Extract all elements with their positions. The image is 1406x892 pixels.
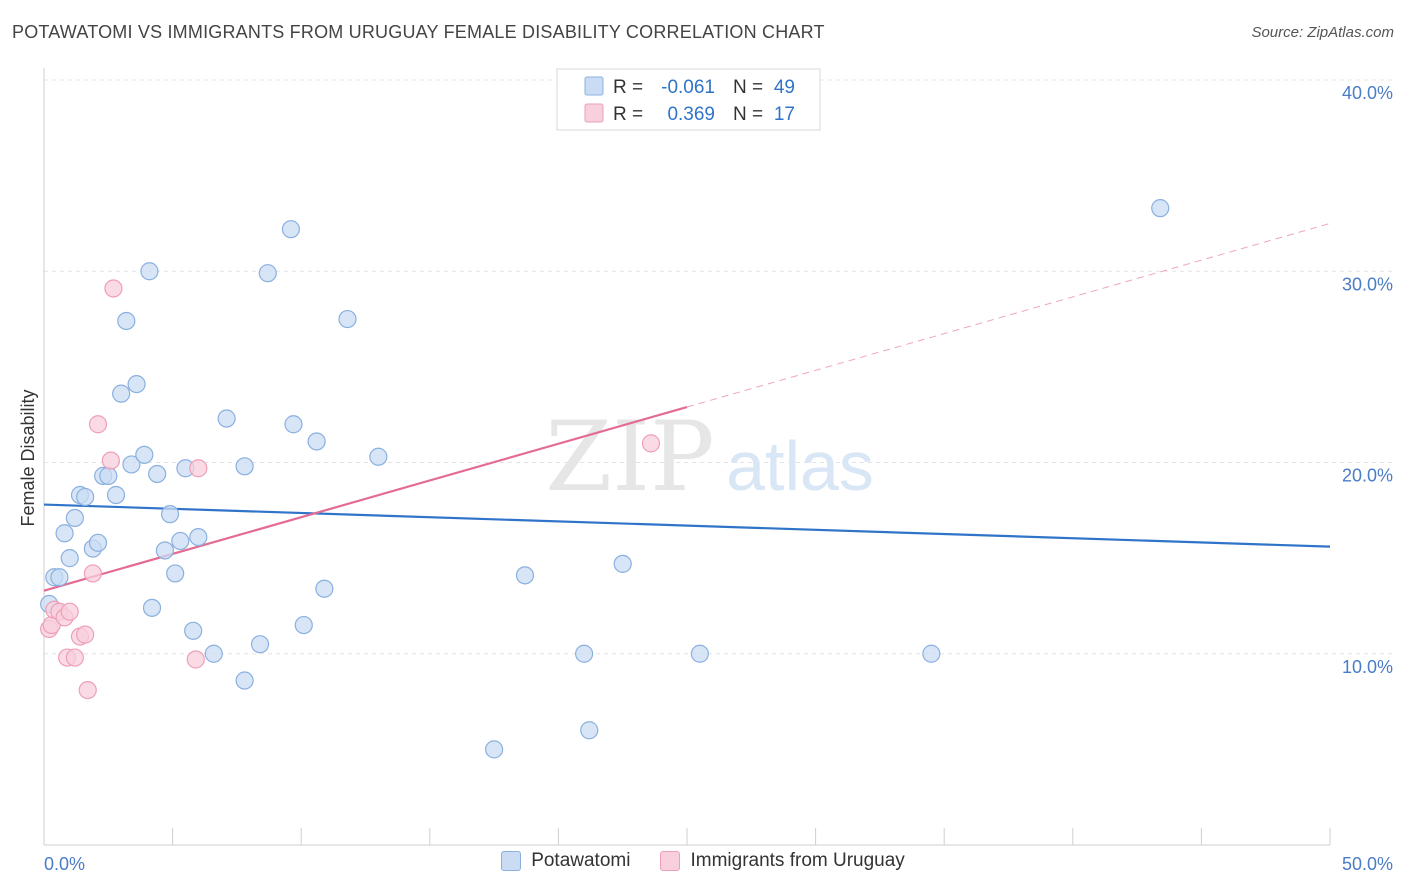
y-tick-label: 10.0% <box>1342 657 1393 677</box>
data-point-blue <box>613 554 632 573</box>
data-point-blue <box>515 566 535 585</box>
data-point-blue <box>76 487 95 507</box>
y-tick-label: 30.0% <box>1342 274 1393 294</box>
data-point-blue <box>258 264 277 283</box>
legend-r-label-blue: R = <box>613 77 643 98</box>
data-point-blue <box>140 262 159 281</box>
y-tick-label: 40.0% <box>1342 83 1393 103</box>
data-point-blue <box>55 524 74 543</box>
x-tick-label-max: 50.0% <box>1342 854 1393 874</box>
data-point-blue <box>217 409 236 428</box>
data-point-pink <box>65 648 84 667</box>
legend-swatch-pink <box>584 103 604 123</box>
data-point-pink <box>76 625 95 644</box>
watermark: ZIP atlas <box>545 401 874 513</box>
data-point-blue <box>485 740 504 759</box>
data-point-blue <box>171 531 190 551</box>
trend-line-extension-pink <box>686 222 1331 408</box>
data-point-blue <box>575 644 594 663</box>
chart-title: POTAWATOMI VS IMMIGRANTS FROM URUGUAY FE… <box>12 22 825 42</box>
watermark-zip: ZIP <box>545 401 714 513</box>
data-point-pink <box>189 459 208 478</box>
data-point-pink <box>641 434 661 453</box>
legend-n-value-blue: 49 <box>774 77 795 98</box>
data-point-pink <box>60 602 79 621</box>
data-point-blue <box>284 415 303 434</box>
data-point-blue <box>281 220 301 239</box>
data-point-blue <box>142 598 162 617</box>
watermark-atlas: atlas <box>726 427 874 505</box>
y-axis-label: Female Disability <box>18 389 38 526</box>
data-point-blue <box>65 508 84 528</box>
legend-label-potawatomi: Potawatomi <box>531 850 631 871</box>
legend-n-label-blue: N = <box>733 77 763 98</box>
legend-item-potawatomi[interactable]: Potawatomi <box>501 850 630 872</box>
data-point-pink <box>101 451 120 470</box>
data-point-blue <box>294 615 313 635</box>
data-point-blue <box>1151 199 1170 218</box>
data-point-blue <box>135 445 154 464</box>
data-point-blue <box>148 464 167 484</box>
data-point-pink <box>78 680 97 700</box>
trend-lines <box>43 222 1331 592</box>
legend-item-uruguay[interactable]: Immigrants from Uruguay <box>660 850 905 872</box>
data-point-blue <box>112 384 131 403</box>
data-point-blue <box>166 564 185 583</box>
legend-swatch-blue <box>584 76 604 96</box>
data-point-pink <box>83 564 102 583</box>
series-legend: Potawatomi Immigrants from Uruguay <box>0 850 1406 872</box>
data-point-pink <box>104 279 123 298</box>
data-point-blue <box>117 311 136 331</box>
legend-r-value-pink: 0.369 <box>667 104 715 125</box>
data-point-pink <box>186 650 205 669</box>
y-tick-labels: 10.0% 20.0% 30.0% 40.0% <box>1342 83 1393 677</box>
data-point-blue <box>922 644 941 663</box>
data-point-blue <box>127 374 146 394</box>
data-point-blue <box>307 432 326 451</box>
data-point-pink <box>88 415 108 434</box>
data-point-blue <box>338 309 357 329</box>
data-points <box>40 199 1170 759</box>
data-point-blue <box>369 447 388 466</box>
data-point-blue <box>580 721 599 740</box>
data-point-blue <box>160 505 180 524</box>
legend-swatch-potawatomi <box>501 851 522 871</box>
data-point-blue <box>106 485 126 505</box>
data-point-blue <box>99 466 118 485</box>
gridlines <box>44 79 1392 655</box>
legend-swatch-uruguay <box>660 851 681 871</box>
legend-n-value-pink: 17 <box>774 104 795 125</box>
trend-line-pink <box>43 405 688 592</box>
y-tick-label: 20.0% <box>1342 466 1393 486</box>
data-point-blue <box>184 621 203 640</box>
data-point-blue <box>315 579 334 598</box>
x-tick-label-min: 0.0% <box>44 854 85 874</box>
data-point-blue <box>50 568 69 587</box>
legend-r-label-pink: R = <box>613 104 643 125</box>
data-point-blue <box>204 644 223 663</box>
data-point-blue <box>189 527 208 547</box>
trend-line-blue <box>43 503 1331 548</box>
data-point-blue <box>690 644 709 663</box>
legend-r-value-blue: -0.061 <box>661 77 715 98</box>
legend-label-uruguay: Immigrants from Uruguay <box>690 850 905 871</box>
data-point-blue <box>122 455 141 474</box>
data-point-blue <box>155 541 174 560</box>
legend-n-label-pink: N = <box>733 104 763 125</box>
data-point-blue <box>88 533 108 552</box>
axes <box>43 68 1331 846</box>
data-point-blue <box>235 671 254 690</box>
data-point-blue <box>250 635 270 654</box>
data-point-blue <box>60 549 79 568</box>
data-point-blue <box>235 457 254 476</box>
source-credit: Source: ZipAtlas.com <box>1251 24 1394 41</box>
stats-legend: R = -0.061 N = 49 R = 0.369 N = 17 <box>556 68 821 131</box>
